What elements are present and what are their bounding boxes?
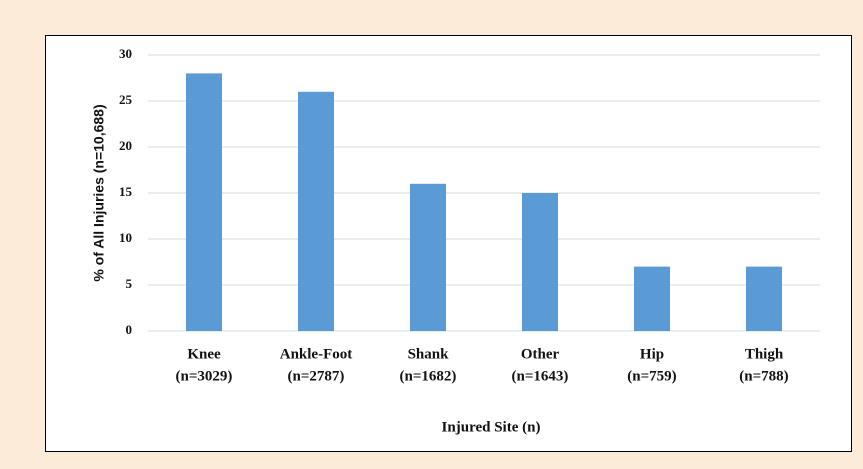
y-tick-label: 0	[126, 322, 133, 337]
bar	[186, 73, 222, 332]
chart-frame	[45, 35, 852, 452]
y-tick-label: 5	[126, 276, 133, 291]
bar	[522, 193, 558, 331]
y-tick-label: 25	[119, 92, 133, 107]
x-tick-label: (n=788)	[739, 368, 788, 384]
y-tick-label: 30	[119, 46, 132, 61]
x-tick-label: Other	[521, 346, 560, 362]
x-tick-label: (n=759)	[627, 368, 676, 384]
bar	[746, 266, 782, 331]
x-tick-label: (n=3029)	[176, 368, 233, 384]
x-tick-label: Shank	[408, 346, 450, 362]
y-tick-label: 20	[119, 138, 132, 153]
x-tick-label: Thigh	[745, 346, 784, 362]
x-tick-label: (n=1682)	[400, 368, 457, 384]
bar	[410, 183, 446, 331]
y-tick-label: 15	[119, 184, 133, 199]
y-axis-title: % of All Injuries (n=10,688)	[91, 104, 107, 281]
x-tick-label: Knee	[187, 346, 221, 362]
x-axis-title: Injured Site (n)	[442, 419, 541, 435]
y-tick-label: 10	[119, 230, 132, 245]
bar	[634, 266, 670, 331]
x-tick-label: (n=2787)	[288, 368, 345, 384]
x-tick-label: Ankle-Foot	[280, 346, 353, 362]
bar	[298, 91, 334, 331]
x-tick-label: Hip	[640, 346, 664, 362]
x-tick-label: (n=1643)	[512, 368, 569, 384]
